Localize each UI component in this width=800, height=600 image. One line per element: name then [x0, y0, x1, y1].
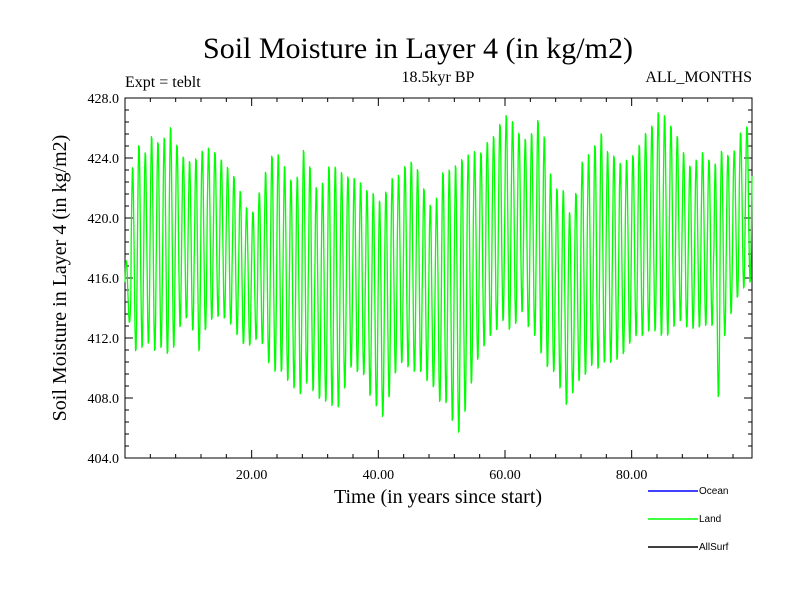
x-tick-label: 40.00	[363, 468, 395, 483]
x-tick-label: 80.00	[616, 468, 648, 483]
y-tick-label: 404.0	[88, 452, 120, 467]
legend-allsurf-label: AllSurf	[699, 542, 729, 553]
x-tick-label: 20.00	[236, 468, 268, 483]
series-layer	[124, 112, 753, 433]
y-tick-label: 420.0	[88, 212, 120, 227]
legend-ocean-label: Ocean	[699, 486, 728, 497]
series-line-land	[124, 112, 753, 433]
legend: Ocean Land AllSurf	[648, 486, 729, 553]
x-axis-label: Time (in years since start)	[334, 486, 542, 508]
legend-land-label: Land	[699, 514, 721, 525]
axis-tick-labels: 20.00 40.00 60.00 80.00 404.0 408.0 412.0 416.0…	[88, 92, 648, 483]
x-tick-label: 60.00	[489, 468, 521, 483]
y-tick-label: 408.0	[88, 392, 120, 407]
experiment-label: Expt = teblt	[125, 74, 201, 91]
y-tick-label: 416.0	[88, 272, 120, 287]
months-label: ALL_MONTHS	[645, 69, 752, 86]
y-axis-label: Soil Moisture in Layer 4 (in kg/m2)	[49, 135, 71, 422]
y-tick-label: 424.0	[88, 152, 120, 167]
axis-ticks	[125, 97, 752, 459]
y-tick-label: 428.0	[88, 92, 120, 107]
period-label: 18.5kyr BP	[402, 69, 475, 86]
y-tick-label: 412.0	[88, 332, 120, 347]
chart-title: Soil Moisture in Layer 4 (in kg/m2)	[203, 32, 633, 65]
